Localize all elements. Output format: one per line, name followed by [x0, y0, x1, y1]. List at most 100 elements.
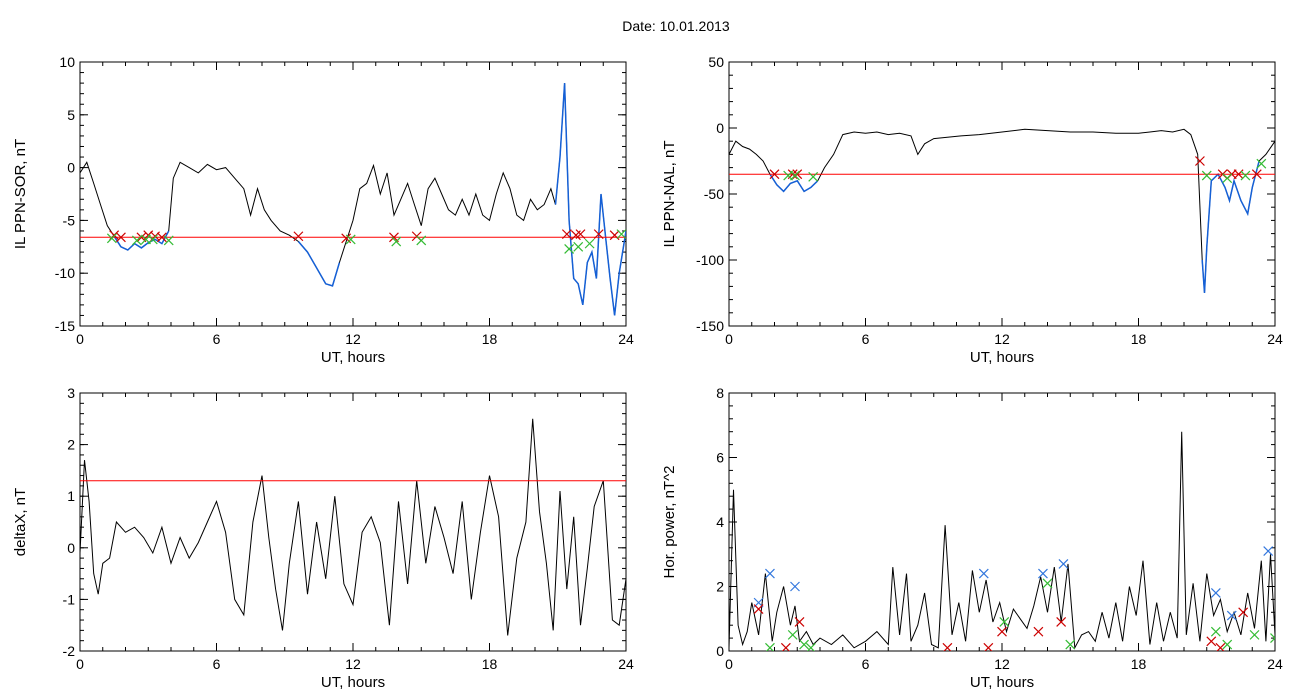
- marker-red: [997, 626, 1007, 637]
- x-tick-label: 12: [345, 331, 361, 347]
- highlight-segment: [554, 83, 626, 316]
- data-line: [80, 83, 626, 316]
- marker-red: [575, 229, 586, 240]
- marker-blue: [1058, 559, 1069, 569]
- marker-green: [106, 233, 117, 244]
- highlight-segment: [113, 230, 170, 251]
- y-tick-label: -1: [63, 591, 76, 607]
- marker-green: [799, 639, 809, 650]
- data-line: [729, 431, 1275, 650]
- y-axis-label: IL PPN-SOR, nT: [12, 139, 29, 249]
- marker-red: [156, 232, 167, 243]
- data-layer: [729, 431, 1275, 651]
- data-layer: [729, 128, 1275, 294]
- marker-red: [109, 230, 120, 241]
- marker-blue: [1226, 610, 1237, 621]
- x-tick-label: 24: [618, 331, 634, 347]
- y-tick-label: -5: [63, 212, 76, 228]
- marker-red: [983, 642, 994, 651]
- marker-red: [1238, 607, 1249, 618]
- marker-red: [942, 642, 953, 651]
- x-tick-label: 18: [1131, 331, 1147, 347]
- x-tick-label: 6: [862, 331, 870, 347]
- x-axis-label: UT, hours: [321, 349, 385, 366]
- marker-green: [1249, 629, 1260, 640]
- y-tick-label: 6: [716, 450, 724, 466]
- x-tick-label: 0: [725, 331, 733, 347]
- x-tick-label: 6: [862, 656, 870, 672]
- y-tick-label: 0: [716, 643, 724, 659]
- marker-green: [790, 170, 800, 181]
- marker-green: [616, 229, 626, 240]
- y-tick-label: 5: [67, 107, 75, 123]
- y-tick-label: 0: [716, 120, 724, 136]
- marker-red: [593, 229, 604, 240]
- marker-green: [163, 235, 174, 246]
- y-tick-label: -150: [696, 318, 724, 334]
- x-tick-label: 0: [725, 656, 733, 672]
- x-tick-label: 24: [1267, 331, 1283, 347]
- marker-red: [1033, 626, 1044, 637]
- x-tick-label: 0: [76, 656, 84, 672]
- y-axis-label: deltaX, nT: [12, 488, 29, 556]
- marker-red: [1056, 617, 1067, 627]
- marker-green: [1042, 578, 1053, 589]
- y-tick-label: -50: [704, 186, 724, 202]
- marker-green: [1270, 633, 1275, 644]
- marker-blue: [765, 568, 775, 579]
- marker-green: [1222, 173, 1233, 184]
- marker-green: [391, 236, 402, 247]
- marker-green: [345, 234, 356, 245]
- marker-green: [584, 238, 595, 249]
- y-axis-label: Hor. power, nT^2: [661, 466, 678, 579]
- marker-blue: [1038, 568, 1048, 579]
- x-tick-label: 0: [76, 331, 84, 347]
- y-tick-label: -15: [55, 318, 75, 334]
- marker-red: [1215, 642, 1226, 651]
- y-tick-label: -100: [696, 252, 724, 268]
- marker-red: [769, 169, 780, 180]
- marker-green: [1065, 639, 1076, 650]
- data-line: [729, 128, 1275, 294]
- plot-p2: 0 6 12 18 24 -150 -100 -50 0 50 UT, hours IL PPN-NA…: [661, 54, 1283, 366]
- data-line: [80, 418, 626, 636]
- x-tick-label: 6: [213, 656, 221, 672]
- marker-green: [1201, 170, 1212, 181]
- x-tick-label: 18: [482, 656, 498, 672]
- y-tick-label: 1: [67, 488, 75, 504]
- marker-red: [794, 617, 805, 627]
- marker-green: [808, 171, 819, 182]
- x-axis-label: UT, hours: [970, 674, 1034, 691]
- plot-p1: 0 6 12 18 24 -15 -10 -5 0 5 10 UT, hours IL PPN-SOR,…: [12, 54, 634, 366]
- marker-green: [787, 629, 798, 640]
- y-tick-label: 2: [67, 437, 75, 453]
- marker-green: [564, 243, 575, 254]
- x-axis-label: UT, hours: [321, 674, 385, 691]
- highlight-segment: [769, 173, 819, 193]
- marker-blue: [1210, 588, 1221, 598]
- y-tick-label: 50: [708, 54, 724, 70]
- x-axis-label: UT, hours: [970, 349, 1034, 366]
- marker-green: [1222, 639, 1233, 650]
- marker-green: [416, 235, 427, 246]
- y-tick-label: 0: [67, 160, 75, 176]
- y-tick-label: 2: [716, 579, 724, 595]
- marker-blue: [1263, 546, 1274, 556]
- y-axis-label: IL PPN-NAL, nT: [661, 141, 678, 248]
- marker-green: [147, 234, 158, 245]
- x-tick-label: 6: [213, 331, 221, 347]
- marker-green: [1256, 158, 1267, 169]
- marker-blue: [790, 581, 800, 592]
- marker-red: [116, 232, 126, 243]
- marker-green: [805, 642, 816, 651]
- marker-red: [293, 231, 304, 242]
- marker-red: [561, 229, 572, 240]
- x-tick-label: 12: [994, 656, 1010, 672]
- x-tick-label: 24: [1267, 656, 1283, 672]
- marker-green: [131, 235, 142, 246]
- marker-green: [1240, 170, 1251, 181]
- y-tick-label: -10: [55, 265, 75, 281]
